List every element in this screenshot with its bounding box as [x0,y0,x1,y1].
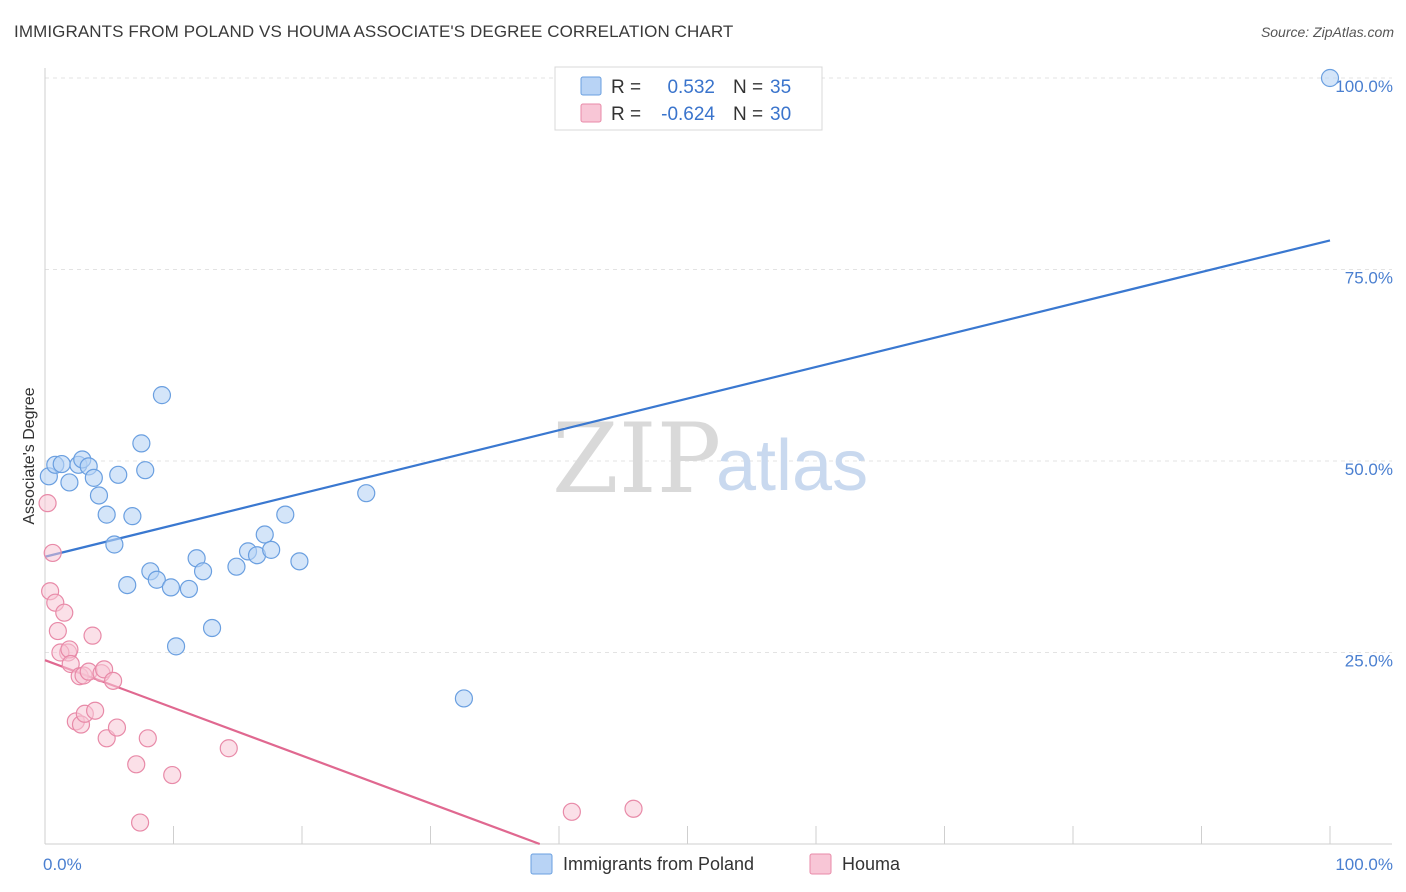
point-poland-7 [84,468,103,487]
legend-r-label-poland: R = [611,77,641,98]
point-poland-24 [202,618,222,638]
axes [44,68,1392,845]
point-houma-4 [48,621,67,641]
x-tick-labels: 0.0% 100.0% [43,855,1393,874]
source-label: Source: ZipAtlas.com [1260,24,1394,40]
trend-lines [44,239,1331,846]
point-poland-28 [255,525,274,544]
point-houma-25 [138,729,157,748]
x-tick-label-0: 0.0% [43,855,82,874]
y-tick-label-1: 50.0% [1345,460,1393,479]
point-poland-29 [262,540,281,559]
grid-lines [45,77,1392,653]
point-poland-17 [147,570,166,589]
point-poland-10 [105,535,124,554]
point-houma-9 [61,654,80,674]
point-houma-23 [127,755,146,774]
legend-r-label-houma: R = [611,104,641,125]
point-poland-8 [89,486,109,505]
x-tick-label-1: 100.0% [1335,855,1393,874]
y-tick-label-2: 75.0% [1345,269,1393,288]
point-houma-22 [107,718,127,737]
legend-n-label-poland: N = [733,77,763,98]
legend-n-label-houma: N = [733,104,763,125]
series-legend-label-houma: Houma [842,854,901,874]
legend-n-value-poland: 35 [770,77,791,98]
point-houma-24 [130,813,150,832]
trend-line-houma [44,659,541,846]
point-poland-15 [136,461,155,480]
legend-r-value-houma: -0.624 [661,104,715,125]
point-houma-16 [83,626,102,645]
point-poland-23 [193,562,213,581]
point-poland-19 [161,578,181,597]
legend-swatch-poland [580,76,602,96]
y-tick-label-3: 100.0% [1335,77,1393,96]
series-legend-label-poland: Immigrants from Poland [563,854,754,874]
point-houma-0 [38,494,57,513]
watermark: ZIP atlas [552,403,868,515]
point-poland-21 [179,579,199,599]
chart-title: IMMIGRANTS FROM POLAND VS HOUMA ASSOCIAT… [14,22,734,41]
point-houma-28 [562,802,581,821]
point-poland-32 [357,484,376,503]
watermark-atlas: atlas [716,426,868,506]
series-legend-swatch-houma [809,853,832,875]
point-houma-27 [219,739,238,758]
point-houma-21 [104,671,123,690]
point-poland-14 [132,434,151,453]
legend-swatch-houma [580,103,602,123]
point-houma-29 [624,799,643,818]
y-axis-label: Associate's Degree [21,387,38,524]
series-legend-swatch-poland [530,853,553,875]
series-poland [39,68,1340,708]
legend-n-value-houma: 30 [770,104,791,125]
point-houma-17 [86,701,105,720]
point-poland-13 [123,507,142,526]
series-houma [38,494,643,832]
point-poland-31 [290,552,309,571]
point-poland-30 [276,505,295,524]
point-poland-9 [97,505,116,524]
point-poland-12 [118,575,137,595]
stats-legend: R = 0.532 N = 35 R = -0.624 N = 30 [554,66,823,131]
y-tick-label-0: 25.0% [1345,652,1393,671]
watermark-zip: ZIP [552,403,721,515]
point-poland-33 [454,689,474,708]
y-tick-labels: 25.0% 50.0% 75.0% 100.0% [1335,77,1393,671]
trend-line-poland [44,239,1331,558]
legend-r-value-poland: 0.532 [667,77,715,98]
point-houma-1 [43,543,62,563]
point-houma-26 [163,765,182,785]
point-poland-11 [109,465,128,484]
point-poland-18 [152,386,172,405]
point-poland-2 [52,454,71,474]
point-poland-34 [1320,68,1340,88]
point-poland-25 [227,557,246,576]
point-poland-3 [60,473,79,492]
series-legend: Immigrants from Poland Houma [530,853,901,875]
point-houma-5 [55,603,74,622]
point-poland-20 [166,637,186,656]
